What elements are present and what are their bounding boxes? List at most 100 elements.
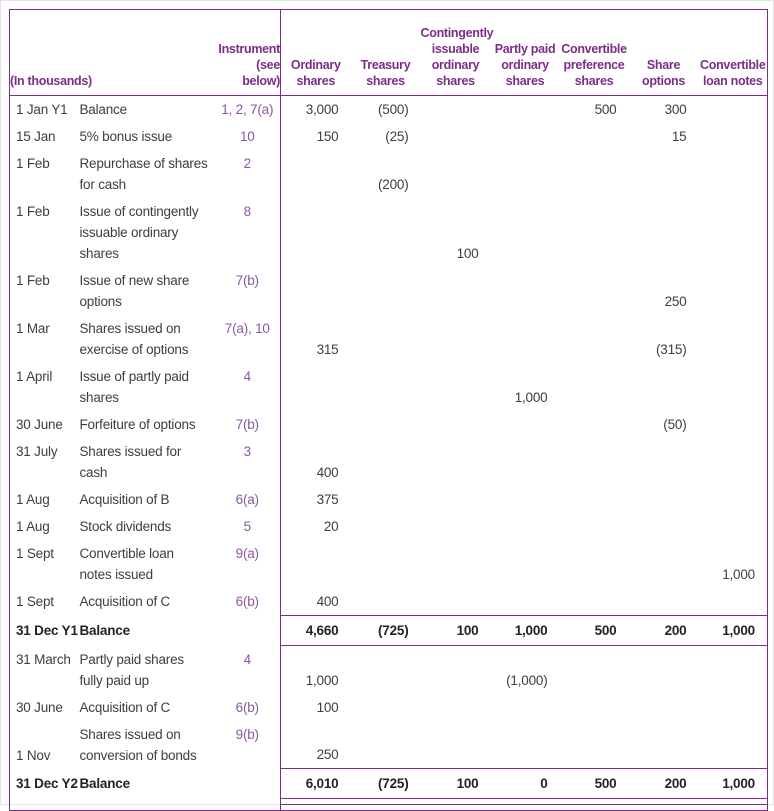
table-row: 1 Sept Convertible loan notes issued 9(a) 1…	[10, 540, 768, 588]
cell-treasury-shares	[351, 646, 421, 694]
cell-convertible-preference-shares: 500	[594, 102, 617, 117]
cell-partly-paid-ordinary-shares	[491, 588, 560, 616]
table-row: 31 July Shares issued for cash 3 400	[10, 438, 768, 486]
row-date: 1 Jan Y1	[16, 102, 68, 117]
cell-partly-paid-ordinary-shares	[491, 198, 560, 267]
col-header-convertible-preference-shares: Convertible preference shares	[559, 9, 629, 96]
row-description: Issue of contingently issuable ordinary …	[79, 204, 199, 261]
cell-convertible-preference-shares	[560, 123, 629, 150]
cell-treasury-shares	[351, 438, 421, 486]
row-description: Acquisition of B	[79, 492, 170, 507]
cell-convertible-loan-notes	[699, 96, 768, 124]
double-rule-row	[10, 798, 768, 805]
cell-share-options: 250	[664, 294, 687, 309]
row-date: 1 Nov	[16, 747, 51, 763]
row-date: 1 Feb	[16, 273, 50, 288]
cell-convertible-loan-notes	[699, 513, 768, 540]
cell-convertible-preference-shares	[560, 646, 629, 694]
row-instrument: 7(b)	[235, 273, 259, 288]
cell-share-options	[629, 721, 699, 769]
cell-share-options: (50)	[663, 417, 687, 432]
cell-convertible-loan-notes	[699, 198, 768, 267]
row-date: 31 Dec Y2	[16, 775, 78, 791]
table-row: 1 April Issue of partly paid shares 4 1,000	[10, 363, 768, 411]
cell-treasury-shares	[351, 198, 421, 267]
row-description: Repurchase of shares for cash	[79, 156, 208, 192]
row-description: Acquisition of C	[79, 699, 171, 715]
cell-partly-paid-ordinary-shares	[491, 721, 560, 769]
row-instrument: 6(a)	[235, 492, 259, 507]
row-description: Issue of partly paid shares	[79, 369, 190, 405]
cell-share-options	[629, 150, 699, 198]
row-description: Convertible loan notes issued	[79, 546, 175, 582]
cell-convertible-loan-notes	[699, 411, 768, 438]
cell-share-options	[629, 486, 699, 513]
cell-share-options	[629, 540, 699, 588]
cell-ordinary-shares: 375	[280, 486, 351, 513]
cell-ordinary-shares	[280, 267, 351, 315]
bottom-filler-row	[10, 804, 768, 811]
cell-contingently-issuable-ordinary-shares	[421, 363, 491, 411]
cell-treasury-shares: (200)	[377, 177, 409, 192]
row-instrument: 1, 2, 7(a)	[221, 102, 274, 117]
cell-treasury-shares: (25)	[385, 129, 409, 144]
cell-treasury-shares	[351, 411, 421, 438]
double-rule	[280, 798, 768, 805]
row-description: Balance	[79, 775, 131, 791]
cell-convertible-preference-shares: 500	[559, 768, 629, 799]
cell-contingently-issuable-ordinary-shares	[421, 486, 491, 513]
cell-contingently-issuable-ordinary-shares	[421, 588, 491, 616]
cell-convertible-loan-notes	[699, 646, 768, 694]
cell-convertible-preference-shares	[560, 721, 629, 769]
cell-partly-paid-ordinary-shares	[491, 267, 560, 315]
row-date: 1 Feb	[16, 156, 50, 171]
table-header: (In thousands) Instrument (see below) Or…	[9, 9, 768, 96]
cell-treasury-shares	[351, 540, 421, 588]
cell-partly-paid-ordinary-shares: (1,000)	[506, 672, 548, 688]
cell-ordinary-shares	[280, 198, 351, 267]
cell-partly-paid-ordinary-shares	[491, 123, 560, 150]
table-row: 30 June Acquisition of C 6(b) 100	[10, 693, 768, 721]
cell-partly-paid-ordinary-shares	[491, 486, 560, 513]
row-instrument: 7(a), 10	[224, 321, 270, 336]
row-instrument: 9(b)	[235, 726, 259, 742]
cell-partly-paid-ordinary-shares: 0	[490, 768, 560, 799]
row-description: Issue of new share options	[79, 273, 190, 309]
cell-share-options: 200	[628, 768, 699, 799]
row-date: 31 Dec Y1	[16, 622, 78, 638]
cell-convertible-preference-shares	[560, 150, 629, 198]
cell-ordinary-shares	[280, 150, 351, 198]
cell-convertible-preference-shares	[560, 267, 629, 315]
cell-contingently-issuable-ordinary-shares	[421, 540, 491, 588]
row-description: Shares issued for cash	[79, 444, 182, 480]
table-row: 31 March Partly paid shares fully paid up…	[10, 645, 768, 694]
cell-treasury-shares	[351, 588, 421, 616]
spacer-cell	[10, 805, 281, 811]
cell-treasury-shares	[351, 267, 421, 315]
row-instrument: 4	[243, 651, 252, 667]
cell-ordinary-shares: 400	[280, 588, 351, 616]
cell-convertible-loan-notes: 1,000	[698, 768, 768, 799]
cell-contingently-issuable-ordinary-shares	[421, 694, 491, 721]
cell-contingently-issuable-ordinary-shares	[421, 123, 491, 150]
cell-ordinary-shares: 100	[280, 693, 351, 721]
col-header-instrument: Instrument (see below)	[214, 9, 281, 96]
col-header-ordinary-shares: Ordinary shares	[280, 9, 351, 96]
cell-convertible-preference-shares	[560, 198, 629, 267]
cell-treasury-shares	[351, 315, 421, 363]
cell-partly-paid-ordinary-shares	[491, 438, 560, 486]
cell-share-options	[629, 438, 699, 486]
balance-row: 31 Dec Y2 Balance 6,010 (725) 100 0 500 200 1,00…	[10, 768, 768, 799]
spacer-cell	[280, 804, 768, 811]
row-instrument: 6(b)	[235, 699, 259, 715]
row-instrument: 5	[243, 519, 252, 534]
row-date: 1 Feb	[16, 204, 50, 219]
table-row: 1 Sept Acquisition of C 6(b) 400	[10, 588, 768, 616]
cell-share-options: 15	[671, 129, 687, 144]
cell-convertible-preference-shares	[560, 411, 629, 438]
cell-treasury-shares: (725)	[350, 768, 421, 799]
row-date: 1 Aug	[16, 519, 50, 534]
cell-contingently-issuable-ordinary-shares	[421, 411, 491, 438]
cell-convertible-loan-notes	[699, 363, 768, 411]
